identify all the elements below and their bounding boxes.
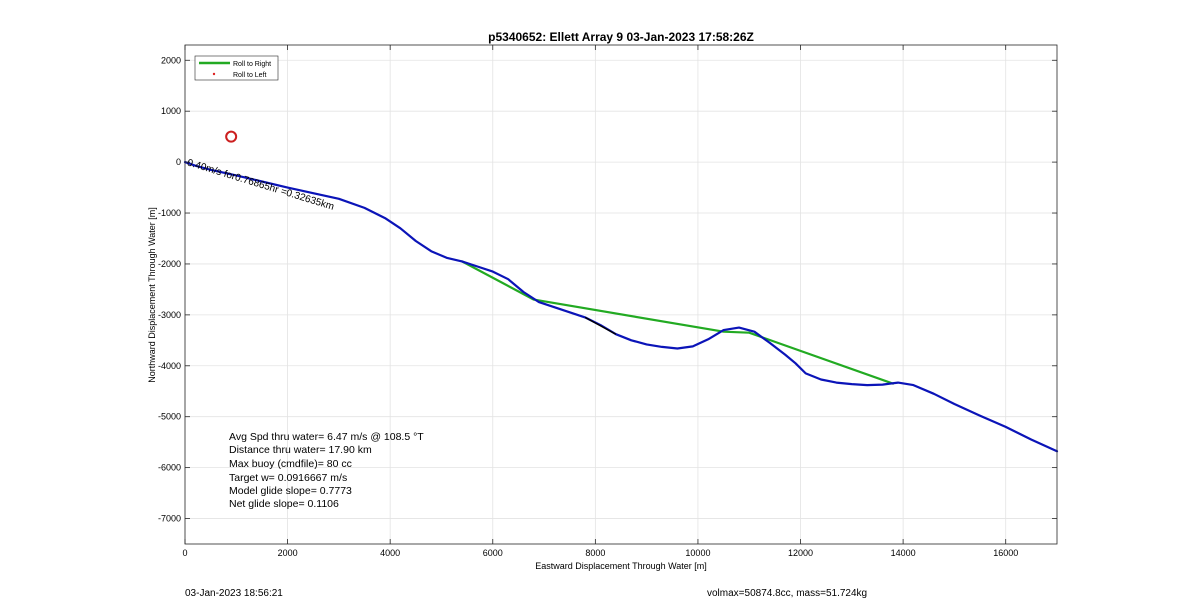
y-tick-label: -4000 bbox=[158, 361, 181, 371]
stat-avg-speed: Avg Spd thru water= 6.47 m/s @ 108.5 °T bbox=[229, 431, 424, 443]
axis-ticks: 0 2000 4000 6000 8000 10000 12000 14000 16000200… bbox=[158, 45, 1057, 558]
stat-target-w: Target w= 0.0916667 m/s bbox=[229, 472, 347, 484]
legend: Roll to Right Roll to Left bbox=[194, 55, 279, 81]
chart-title: p5340652: Ellett Array 9 03-Jan-2023 17:… bbox=[488, 30, 754, 44]
x-tick-label: 8000 bbox=[585, 548, 605, 558]
y-tick-label: 2000 bbox=[161, 55, 181, 65]
stat-model-glide-slope: Model glide slope= 0.7773 bbox=[229, 485, 352, 497]
y-tick-label: -1000 bbox=[158, 208, 181, 218]
plot-area bbox=[185, 45, 1057, 544]
y-tick-label: -2000 bbox=[158, 259, 181, 269]
x-tick-label: 10000 bbox=[685, 548, 710, 558]
marker-layer bbox=[225, 130, 238, 143]
x-tick-label: 16000 bbox=[993, 548, 1018, 558]
y-axis-label: Northward Displacement Through Water [m] bbox=[147, 207, 157, 383]
stat-max-buoy: Max buoy (cmdfile)= 80 cc bbox=[229, 458, 352, 470]
legend-label-roll-right: Roll to Right bbox=[233, 61, 271, 68]
y-tick-label: -3000 bbox=[158, 310, 181, 320]
x-tick-label: 14000 bbox=[891, 548, 916, 558]
stat-distance: Distance thru water= 17.90 km bbox=[229, 444, 372, 456]
legend-box bbox=[194, 55, 279, 81]
y-tick-label: -7000 bbox=[158, 514, 181, 524]
x-tick-label: 2000 bbox=[278, 548, 298, 558]
x-tick-label: 12000 bbox=[788, 548, 813, 558]
series-line-glide-path bbox=[183, 161, 1059, 453]
footer-timestamp: 03-Jan-2023 18:56:21 bbox=[185, 588, 283, 599]
circle-marker bbox=[225, 130, 238, 143]
plot-frame bbox=[184, 44, 1058, 545]
y-tick-label: 0 bbox=[176, 157, 181, 167]
stat-net-glide-slope: Net glide slope= 0.1106 bbox=[229, 498, 339, 510]
legend-swatch-roll-left bbox=[212, 72, 216, 76]
y-tick-label: 1000 bbox=[161, 106, 181, 116]
x-tick-label: 0 bbox=[182, 548, 187, 558]
y-tick-label: -6000 bbox=[158, 463, 181, 473]
x-tick-label: 6000 bbox=[483, 548, 503, 558]
x-tick-label: 4000 bbox=[380, 548, 400, 558]
y-tick-label: -5000 bbox=[158, 412, 181, 422]
stats-block: Avg Spd thru water= 6.47 m/s @ 108.5 °T … bbox=[229, 431, 424, 510]
x-axis-label: Eastward Displacement Through Water [m] bbox=[535, 561, 707, 571]
series-segment-black bbox=[584, 316, 617, 335]
series-line-roll-right bbox=[460, 260, 895, 385]
footer-volume-mass: volmax=50874.8cc, mass=51.724kg bbox=[707, 588, 868, 599]
series-layer bbox=[183, 161, 1059, 453]
legend-label-roll-left: Roll to Left bbox=[233, 72, 267, 79]
